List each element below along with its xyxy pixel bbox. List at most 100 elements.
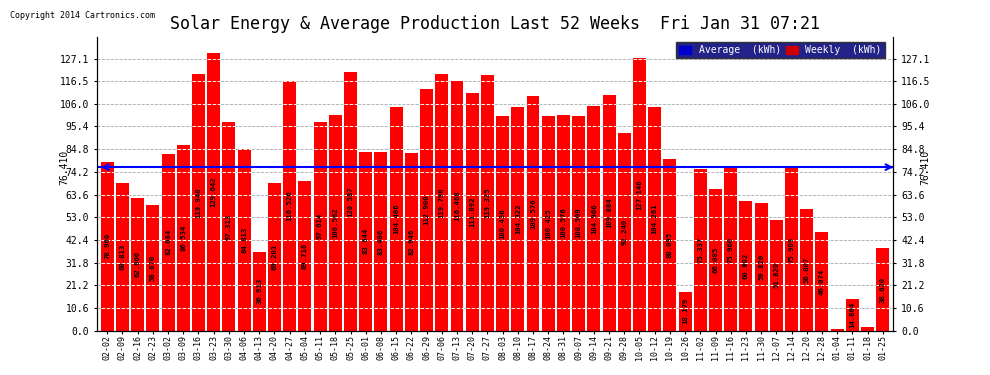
Text: 60.802: 60.802 xyxy=(742,253,748,279)
Text: 97.614: 97.614 xyxy=(317,213,323,239)
Bar xyxy=(329,116,342,331)
Text: Copyright 2014 Cartronics.com: Copyright 2014 Cartronics.com xyxy=(10,11,154,20)
Bar xyxy=(207,53,220,331)
Bar xyxy=(572,116,585,331)
Bar xyxy=(785,168,798,331)
Bar xyxy=(648,108,661,331)
Text: 104.322: 104.322 xyxy=(515,204,521,234)
Text: 14.864: 14.864 xyxy=(849,302,855,328)
Text: 127.140: 127.140 xyxy=(637,179,643,210)
Text: 36.913: 36.913 xyxy=(256,278,262,304)
Text: 75.909: 75.909 xyxy=(789,236,795,262)
Bar xyxy=(740,201,752,331)
Text: 100.562: 100.562 xyxy=(333,208,339,238)
Text: 69.716: 69.716 xyxy=(302,243,308,269)
Text: 76.410: 76.410 xyxy=(921,150,931,185)
Text: 109.576: 109.576 xyxy=(530,198,536,229)
Bar xyxy=(252,252,265,331)
Bar xyxy=(238,149,250,331)
Bar xyxy=(709,189,722,331)
Text: 120.587: 120.587 xyxy=(347,186,353,217)
Bar xyxy=(192,74,205,331)
Text: 62.060: 62.060 xyxy=(135,251,141,278)
Text: 116.526: 116.526 xyxy=(287,191,293,221)
Bar xyxy=(527,96,540,331)
Bar xyxy=(450,81,463,331)
Bar xyxy=(161,154,174,331)
Text: 119.790: 119.790 xyxy=(439,187,445,218)
Bar xyxy=(725,168,738,331)
Bar xyxy=(268,183,281,331)
Text: 116.468: 116.468 xyxy=(454,191,460,221)
Bar xyxy=(633,58,645,331)
Text: 100.425: 100.425 xyxy=(545,208,551,238)
Text: 104.966: 104.966 xyxy=(591,203,597,234)
Bar xyxy=(465,93,478,331)
Bar xyxy=(876,248,889,331)
Text: 82.684: 82.684 xyxy=(165,229,171,255)
Text: 129.642: 129.642 xyxy=(211,177,217,207)
Bar xyxy=(496,116,509,331)
Bar xyxy=(116,183,129,331)
Text: 66.085: 66.085 xyxy=(713,247,719,273)
Text: 58.670: 58.670 xyxy=(149,255,155,281)
Bar xyxy=(861,327,874,331)
Text: 18.179: 18.179 xyxy=(682,298,688,324)
Text: 76.410: 76.410 xyxy=(59,150,69,185)
Text: 69.201: 69.201 xyxy=(271,244,277,270)
Text: 100.509: 100.509 xyxy=(575,208,582,238)
Bar xyxy=(345,72,357,331)
Bar xyxy=(314,122,327,331)
Title: Solar Energy & Average Production Last 52 Weeks  Fri Jan 31 07:21: Solar Energy & Average Production Last 5… xyxy=(170,15,820,33)
Bar xyxy=(800,209,813,331)
Bar xyxy=(587,106,600,331)
Bar xyxy=(831,328,843,331)
Text: 119.940: 119.940 xyxy=(195,187,201,218)
Text: 83.406: 83.406 xyxy=(378,228,384,255)
Bar xyxy=(816,232,829,331)
Text: 59.820: 59.820 xyxy=(758,254,764,280)
Bar xyxy=(359,152,372,331)
Text: 68.813: 68.813 xyxy=(120,244,126,270)
Text: 80.095: 80.095 xyxy=(667,232,673,258)
Text: 84.813: 84.813 xyxy=(242,227,248,253)
Text: 83.644: 83.644 xyxy=(362,228,368,254)
Bar xyxy=(754,202,767,331)
Text: 86.534: 86.534 xyxy=(180,225,186,251)
Bar xyxy=(663,159,676,331)
Text: 104.261: 104.261 xyxy=(651,204,657,234)
Text: 51.820: 51.820 xyxy=(773,262,779,288)
Text: 75.960: 75.960 xyxy=(728,236,734,262)
Bar xyxy=(390,107,403,331)
Bar xyxy=(694,170,707,331)
Text: 104.406: 104.406 xyxy=(393,204,399,234)
Bar xyxy=(542,116,554,331)
Text: 92.240: 92.240 xyxy=(622,219,628,245)
Bar xyxy=(481,75,494,331)
Bar xyxy=(374,152,387,331)
Bar xyxy=(147,205,159,331)
Text: 112.900: 112.900 xyxy=(424,195,430,225)
Bar xyxy=(618,133,631,331)
Text: 82.946: 82.946 xyxy=(408,229,415,255)
Bar xyxy=(678,292,692,331)
Text: 111.092: 111.092 xyxy=(469,196,475,227)
Bar xyxy=(420,89,433,331)
Bar xyxy=(177,146,190,331)
Bar xyxy=(131,198,145,331)
Bar xyxy=(298,182,312,331)
Text: 56.807: 56.807 xyxy=(804,257,810,283)
Text: 75.337: 75.337 xyxy=(697,237,703,263)
Text: 100.576: 100.576 xyxy=(560,208,566,238)
Bar xyxy=(436,74,448,331)
Text: 97.313: 97.313 xyxy=(226,213,232,240)
Bar xyxy=(557,116,570,331)
Bar xyxy=(405,153,418,331)
Bar xyxy=(101,162,114,331)
Bar xyxy=(512,107,525,331)
Text: 38.620: 38.620 xyxy=(880,276,886,303)
Bar xyxy=(223,122,236,331)
Text: 100.436: 100.436 xyxy=(500,208,506,238)
Text: 109.884: 109.884 xyxy=(606,198,612,228)
Bar xyxy=(603,95,616,331)
